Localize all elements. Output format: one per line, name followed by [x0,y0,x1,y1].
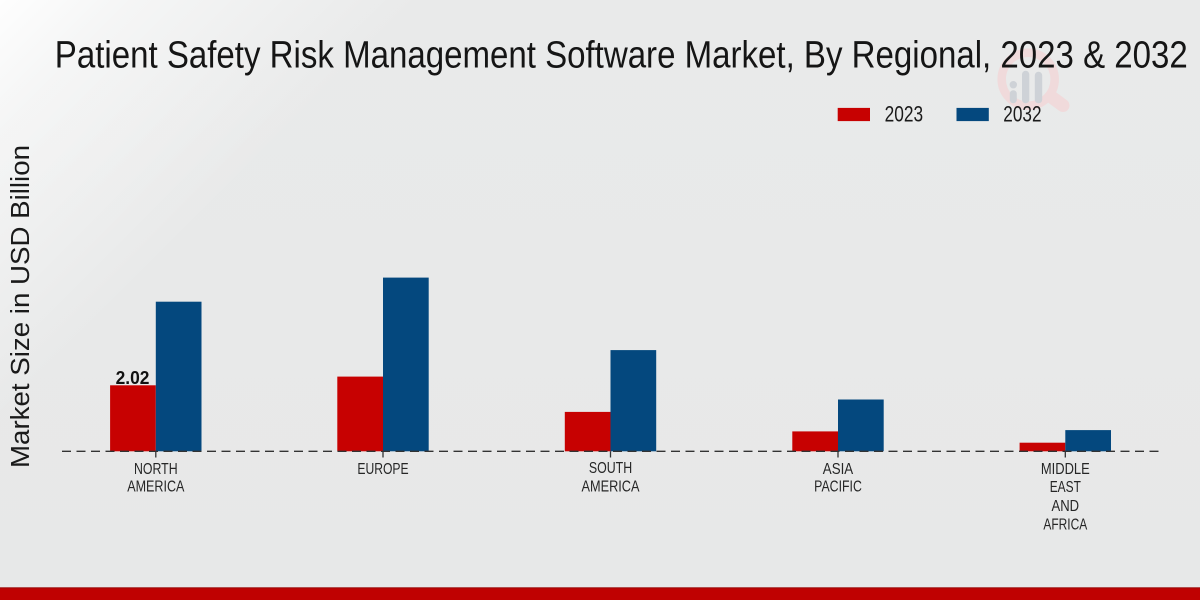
svg-text:AMERICA: AMERICA [582,479,640,496]
svg-text:2.02: 2.02 [116,367,150,388]
svg-text:EAST: EAST [1050,479,1081,496]
svg-text:EUROPE: EUROPE [357,461,408,478]
svg-text:Patient Safety Risk Management: Patient Safety Risk Management Software … [55,34,1188,77]
svg-text:MIDDLE: MIDDLE [1041,461,1090,478]
svg-text:AFRICA: AFRICA [1043,516,1087,533]
svg-text:2032: 2032 [1003,102,1041,127]
svg-text:NORTH: NORTH [134,461,178,478]
svg-text:SOUTH: SOUTH [589,460,632,477]
svg-text:AMERICA: AMERICA [127,478,184,495]
svg-text:AND: AND [1052,498,1080,515]
svg-text:PACIFIC: PACIFIC [814,479,862,496]
svg-text:ASIA: ASIA [823,461,854,478]
svg-text:2023: 2023 [885,102,924,127]
svg-text:Market Size in USD Billion: Market Size in USD Billion [7,145,35,468]
